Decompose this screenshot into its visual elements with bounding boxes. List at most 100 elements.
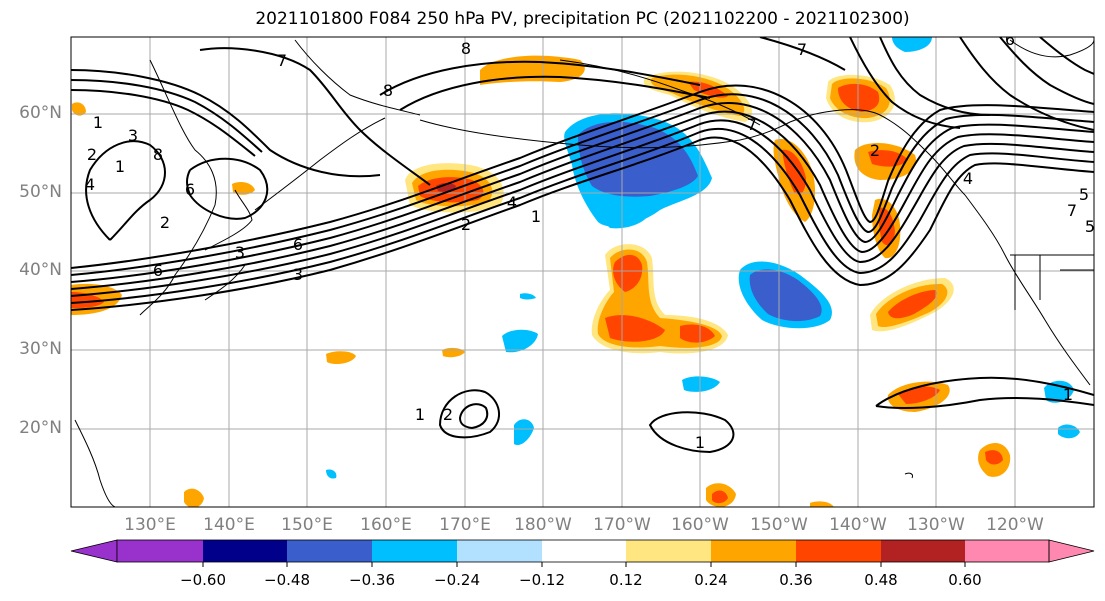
contour-label: 7	[277, 51, 287, 70]
map-title: 2021101800 F084 250 hPa PV, precipitatio…	[255, 9, 910, 29]
colorbar-tick-label: −0.48	[264, 571, 310, 589]
colorbar-extend-left	[70, 539, 118, 563]
colorbar	[70, 539, 1095, 567]
contour-north-ridge	[379, 60, 701, 96]
colorbar-tick-label: −0.12	[519, 571, 565, 589]
colorbar-segment	[203, 540, 287, 562]
contour-low-ring-inner	[458, 403, 489, 430]
pv-contours	[71, 37, 1094, 454]
contour-ep-low	[875, 376, 1094, 409]
shade-neg-s7	[326, 469, 337, 479]
contour-label: 1	[531, 207, 541, 226]
contour-label: 8	[461, 39, 471, 58]
contour-jet-5	[71, 102, 1094, 283]
contour-label: 8	[383, 81, 393, 100]
contour-label: 1	[93, 113, 103, 132]
colorbar-segment	[542, 540, 626, 562]
contour-east-canada3	[1039, 37, 1094, 75]
lon-label-170w: 170°W	[593, 515, 651, 535]
colorbar-extend-right	[1048, 539, 1095, 563]
shade-neg-s3	[514, 419, 534, 446]
contour-jet-6	[71, 93, 1094, 276]
contour-low-ring	[438, 389, 500, 439]
contour-west-top2	[71, 79, 263, 153]
contour-label: 3	[128, 126, 138, 145]
contour-east-canada2	[999, 37, 1094, 105]
contour-label: 2	[443, 405, 453, 424]
contour-label: 2	[160, 213, 170, 232]
shade-150w-strip-red	[782, 149, 806, 195]
contour-east-bc2	[849, 37, 961, 129]
colorbar-segment	[881, 540, 965, 562]
shade-small-1	[72, 102, 86, 116]
contour-label: 6	[1005, 30, 1015, 49]
contour-label: 4	[507, 193, 517, 212]
colorbar-segment	[711, 540, 796, 562]
lat-label-60n: 60°N	[19, 103, 62, 123]
coast-canada-north	[1009, 39, 1094, 58]
colorbar-tick-label: 0.36	[779, 571, 813, 589]
contour-label: 1	[115, 157, 125, 176]
gridlines	[71, 37, 1094, 507]
contour-label: 3	[293, 265, 303, 284]
colorbar-segment	[796, 540, 881, 562]
coast-hawaii	[904, 472, 913, 479]
shade-neg-s2	[682, 376, 720, 392]
colorbar-segment	[372, 540, 457, 562]
contour-jet-3	[71, 119, 1094, 297]
contour-label-group: 7 7 8 1 3 8 6 2 4 1 2 3 6 6 3 5 7 6 8 4 …	[85, 30, 1095, 452]
colorbar-segment	[287, 540, 372, 562]
shade-central-pac-red	[613, 254, 643, 292]
shade-neg-gulf-lb	[600, 210, 650, 229]
lon-label-130w: 130°W	[907, 515, 965, 535]
shade-small-7	[810, 501, 834, 507]
contour-label: 1	[415, 405, 425, 424]
contour-east-canada	[959, 37, 1094, 131]
contour-nw-ridge2	[399, 75, 711, 111]
contour-label: 7	[797, 40, 807, 59]
shade-neg-s6	[520, 293, 536, 300]
contour-label: 2	[870, 141, 880, 160]
contour-label: 4	[963, 169, 973, 188]
shade-neg-canada	[892, 37, 932, 52]
coast-philippines	[74, 419, 116, 507]
lon-label-140w: 140°W	[829, 515, 887, 535]
contour-label: 6	[185, 180, 195, 199]
lon-label-160e: 160°E	[360, 515, 412, 535]
colorbar-segment	[626, 540, 711, 562]
colorbar-tick-label: 0.48	[864, 571, 898, 589]
colorbar-tick-label: −0.60	[180, 571, 226, 589]
coast-us-states	[1010, 254, 1094, 310]
colorbar-frame	[116, 539, 1050, 563]
contour-asia-loop	[186, 157, 269, 220]
colorbar-tick-label: −0.36	[349, 571, 395, 589]
shade-140w-strip-red	[878, 207, 895, 246]
contour-label: 5	[1085, 217, 1095, 236]
contour-label: 3	[235, 243, 245, 262]
shade-central-pac-red3	[680, 324, 715, 343]
lon-label-150e: 150°E	[281, 515, 333, 535]
contour-west-top3	[71, 89, 256, 157]
contour-jet-1	[71, 136, 1094, 311]
shade-neg-s1	[502, 329, 538, 353]
map-frame	[70, 36, 1095, 508]
map-background	[71, 37, 1094, 507]
shade-small-5	[184, 488, 204, 507]
colorbar-tick-label: −0.24	[434, 571, 480, 589]
contour-low-se	[648, 411, 735, 454]
lon-label-150w: 150°W	[750, 515, 808, 535]
colorbar-tick-label: 0.12	[609, 571, 643, 589]
contour-label: 8	[153, 145, 163, 164]
shade-small-2	[232, 182, 255, 195]
contour-label: 5	[1079, 185, 1089, 204]
lon-label-120w: 120°W	[986, 515, 1044, 535]
lat-label-20n: 20°N	[19, 418, 62, 438]
contour-label: 4	[85, 175, 95, 194]
colorbar-segment	[965, 540, 1049, 562]
contour-label: 2	[87, 145, 97, 164]
contour-label: 7	[747, 115, 757, 134]
contour-jet-7	[71, 84, 1094, 269]
contour-label: 1	[695, 433, 705, 452]
contour-nw-cut	[199, 47, 431, 186]
colorbar-tick-label: 0.60	[948, 571, 982, 589]
